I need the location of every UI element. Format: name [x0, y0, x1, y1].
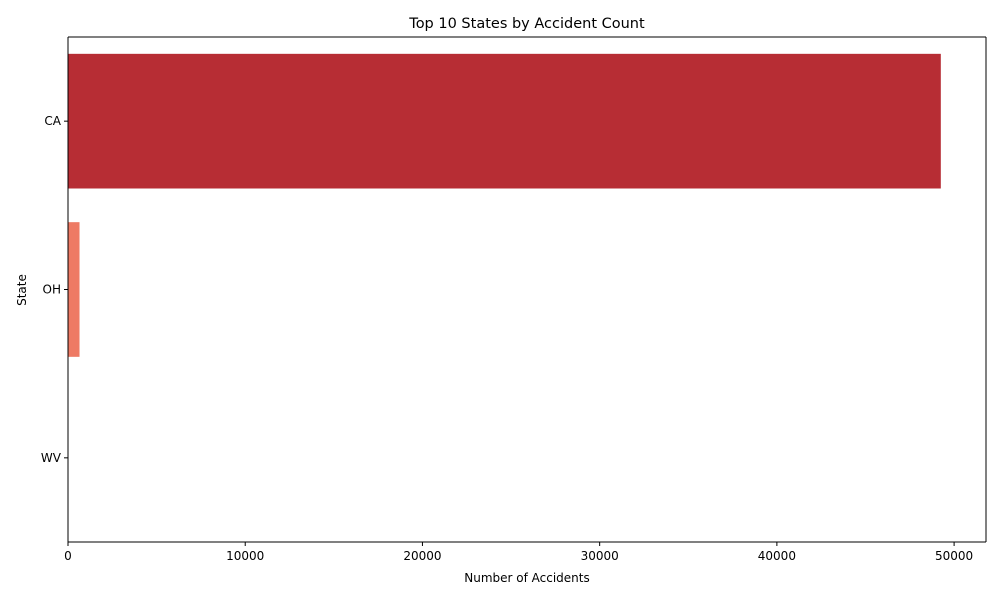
bar-ca — [68, 53, 941, 189]
y-axis-title: State — [15, 274, 29, 306]
x-axis-ticks: 0 10000 20000 30000 40000 50000 — [64, 542, 973, 563]
bars-group — [68, 53, 941, 526]
y-tick-label: WV — [41, 451, 62, 465]
x-tick-label: 10000 — [226, 549, 264, 563]
bar-oh — [68, 222, 80, 357]
x-tick-label: 50000 — [935, 549, 973, 563]
x-tick-label: 0 — [64, 549, 72, 563]
x-tick-label: 20000 — [403, 549, 441, 563]
y-tick-label: CA — [44, 114, 61, 128]
x-axis-title: Number of Accidents — [464, 571, 590, 585]
x-tick-label: 40000 — [758, 549, 796, 563]
y-axis-ticks: CA OH WV — [41, 114, 68, 465]
x-tick-label: 30000 — [581, 549, 619, 563]
chart-title: Top 10 States by Accident Count — [408, 16, 645, 32]
y-tick-label: OH — [43, 283, 61, 297]
